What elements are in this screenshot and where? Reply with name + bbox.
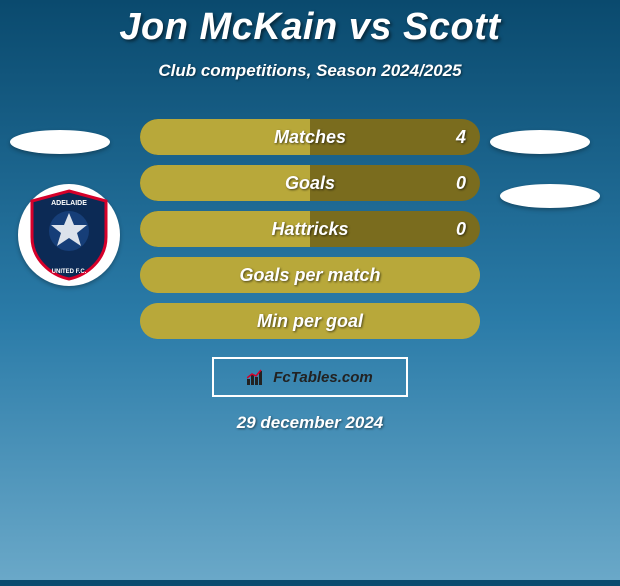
stat-row: Goals0	[140, 165, 480, 201]
barchart-icon	[247, 369, 267, 385]
page-subtitle: Club competitions, Season 2024/2025	[0, 61, 620, 81]
date-label: 29 december 2024	[0, 413, 620, 433]
stat-label: Matches	[140, 119, 480, 155]
stat-label: Min per goal	[140, 303, 480, 339]
stat-row: Hattricks0	[140, 211, 480, 247]
stat-right-value: 4	[456, 119, 466, 155]
page-title: Jon McKain vs Scott	[0, 6, 620, 49]
stat-row: Goals per match	[140, 257, 480, 293]
attribution: FcTables.com	[0, 357, 620, 397]
stat-label: Goals per match	[140, 257, 480, 293]
stat-right-value: 0	[456, 211, 466, 247]
attribution-box[interactable]: FcTables.com	[212, 357, 408, 397]
stat-right-value: 0	[456, 165, 466, 201]
stat-label: Hattricks	[140, 211, 480, 247]
stat-row: Matches4	[140, 119, 480, 155]
stat-label: Goals	[140, 165, 480, 201]
svg-text:UNITED F.C.: UNITED F.C.	[52, 269, 87, 275]
right-player-badge-1	[490, 130, 590, 154]
shield-icon: ADELAIDE UNITED F.C.	[28, 189, 110, 281]
attribution-text: FcTables.com	[273, 369, 372, 386]
left-player-badge	[10, 130, 110, 154]
club-crest: ADELAIDE UNITED F.C.	[18, 184, 120, 286]
stat-row: Min per goal	[140, 303, 480, 339]
svg-text:ADELAIDE: ADELAIDE	[51, 200, 87, 207]
right-player-badge-2	[500, 184, 600, 208]
